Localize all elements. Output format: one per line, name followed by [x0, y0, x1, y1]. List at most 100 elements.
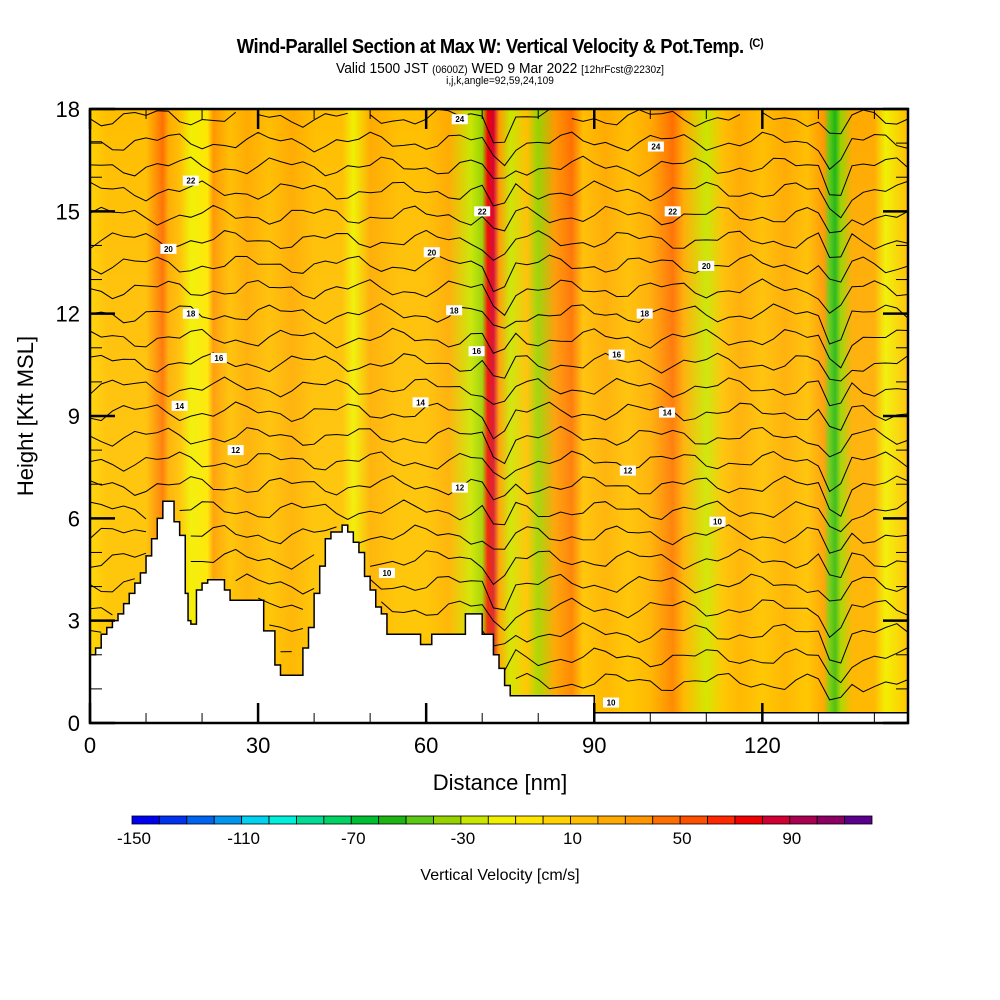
colorbar-swatch — [487, 815, 517, 825]
contour-label-text: 16 — [472, 347, 481, 356]
valid-date: WED 9 Mar 2022 — [471, 60, 578, 77]
chart-subtitle: Valid 1500 JST (0600Z) WED 9 Mar 2022 [1… — [40, 60, 960, 77]
colorbar-swatch — [186, 815, 215, 825]
colorbar-swatch — [515, 815, 544, 825]
contour-label-text: 16 — [612, 351, 621, 360]
contour-label-text: 22 — [668, 207, 677, 216]
contour-label-box — [603, 697, 620, 708]
contour-label-text: 14 — [175, 402, 184, 411]
grid-indices: i,j,k,angle=92,59,24,109 — [446, 75, 554, 87]
y-tick-label: 12 — [56, 302, 80, 327]
contour-label-text: 18 — [640, 310, 649, 319]
colorbar-swatch — [679, 815, 708, 825]
contour-label: 12 — [619, 465, 636, 476]
colorbar-swatch — [323, 815, 352, 825]
contour-label-text: 22 — [186, 177, 195, 186]
theta-contour-line — [90, 475, 908, 518]
contour-label-box — [423, 247, 440, 258]
contour-label: 20 — [423, 247, 440, 258]
contour-label-box — [659, 407, 676, 418]
x-tick-label: 90 — [582, 733, 606, 758]
contour-label-box — [182, 308, 199, 319]
x-tick-label: 60 — [414, 733, 438, 758]
theta-contour-line — [90, 524, 908, 554]
contour-label-box — [446, 305, 463, 316]
colorbar-tick-label: -150 — [117, 829, 151, 848]
y-tick-label: 3 — [68, 609, 80, 634]
terrain — [90, 500, 908, 723]
contour-label-box — [227, 445, 244, 456]
contour-label: 22 — [474, 206, 491, 217]
colorbar-swatch — [378, 815, 407, 825]
colorbar-swatch — [460, 815, 489, 825]
contour-label-text: 14 — [416, 398, 425, 407]
colorbar-swatch — [542, 815, 571, 825]
contour-label-box — [451, 114, 468, 125]
colorbar-swatch — [131, 815, 160, 825]
colorbar-tick-label: -70 — [341, 829, 366, 848]
contour-label: 16 — [468, 346, 485, 357]
colorbar-swatch — [707, 815, 736, 825]
theta-contour-line — [90, 278, 908, 317]
contour-label-text: 14 — [663, 409, 672, 418]
y-tick-label: 18 — [56, 97, 80, 122]
contour-label-text: 24 — [455, 115, 464, 124]
colorbar-swatch — [433, 815, 462, 825]
contour-label-box — [451, 482, 468, 493]
theta-contour-line — [90, 597, 908, 639]
contour-label-text: 20 — [427, 248, 436, 257]
contour-label-box — [664, 206, 681, 217]
contour-label: 12 — [227, 445, 244, 456]
theta-contours — [90, 109, 908, 701]
contour-label-box — [619, 465, 636, 476]
contour-label-text: 10 — [382, 569, 391, 578]
contour-label-box — [709, 516, 726, 527]
x-tick-label: 120 — [744, 733, 781, 758]
theta-contour-line — [90, 450, 908, 493]
colorbar-swatch — [159, 815, 188, 825]
contour-label: 10 — [378, 567, 395, 578]
contour-label-text: 18 — [450, 306, 459, 315]
colorbar-tick-label: -30 — [451, 829, 476, 848]
contour-label-text: 12 — [231, 446, 240, 455]
theta-contour-line — [90, 327, 908, 369]
y-tick-label: 9 — [68, 404, 80, 429]
colorbar-swatch — [213, 815, 243, 825]
contour-label-text: 22 — [478, 207, 487, 216]
contour-label-box — [474, 206, 491, 217]
contour-label: 18 — [182, 308, 199, 319]
theta-contour-line — [90, 229, 908, 261]
colorbar-swatch — [597, 815, 626, 825]
colorbar-swatch — [405, 815, 434, 825]
theta-contour-line — [90, 155, 908, 196]
contour-label-text: 20 — [164, 245, 173, 254]
contour-label: 20 — [160, 243, 177, 254]
contour-label: 16 — [608, 349, 625, 360]
contour-label: 22 — [182, 175, 199, 186]
y-tick-label: 15 — [56, 199, 80, 224]
contour-label: 10 — [709, 516, 726, 527]
contour-label-box — [636, 308, 653, 319]
contour-label-box — [171, 400, 188, 411]
colorbar-tick-label: 90 — [782, 829, 801, 848]
contour-label: 24 — [451, 114, 468, 125]
colorbar-label: Vertical Velocity [cm/s] — [420, 867, 579, 884]
colorbar-swatch — [624, 815, 654, 825]
theta-contour-line — [515, 672, 908, 701]
theta-contour-line — [280, 647, 908, 684]
y-tick-label: 6 — [68, 506, 80, 531]
x-axis: 0 30 60 90 120 — [84, 109, 875, 758]
contour-label-box — [412, 397, 429, 408]
chart-title-text: Wind-Parallel Section at Max W: Vertical… — [236, 36, 744, 58]
contour-label-box — [647, 141, 664, 152]
colorbar-swatch — [816, 815, 846, 825]
contour-label: 20 — [698, 260, 715, 271]
contour-label: 24 — [647, 141, 664, 152]
contour-label-text: 16 — [214, 354, 223, 363]
plot-area: 24 24 22 22 22 20 20 20 18 18 18 16 16 16 14 14 14 12 12 12… — [90, 109, 908, 723]
theta-contour-line — [90, 573, 908, 611]
theta-contour-line — [90, 204, 908, 234]
valid-time: Valid 1500 JST — [336, 60, 429, 77]
x-tick-label: 0 — [84, 733, 96, 758]
